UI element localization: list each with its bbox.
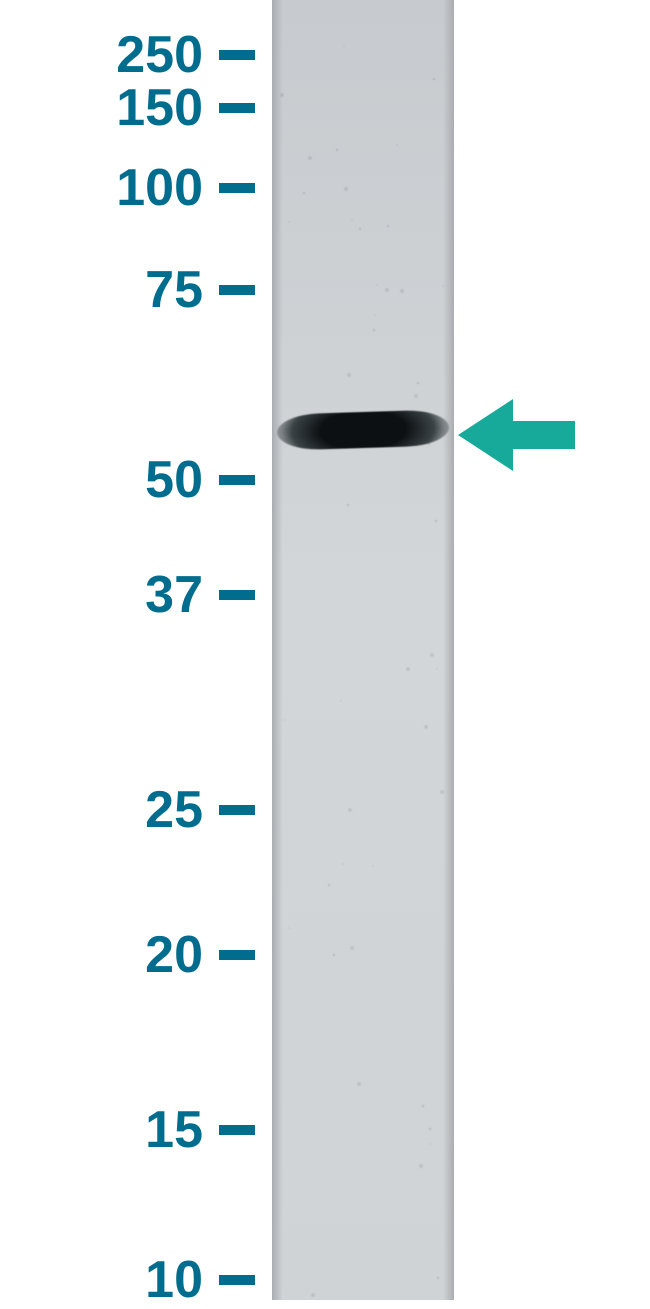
ladder-marker-20: 20 — [145, 929, 255, 981]
western-blot-figure: 25015010075503725201510 — [0, 0, 650, 1300]
ladder-marker-10: 10 — [145, 1254, 255, 1306]
target-arrow — [458, 399, 575, 471]
ladder-marker-75: 75 — [145, 264, 255, 316]
ladder-tick — [219, 1125, 255, 1135]
ladder-tick — [219, 103, 255, 113]
ladder-value: 20 — [145, 929, 203, 981]
ladder-marker-100: 100 — [116, 162, 255, 214]
ladder-tick — [219, 183, 255, 193]
ladder-tick — [219, 475, 255, 485]
ladder-tick — [219, 950, 255, 960]
protein-band — [276, 409, 449, 450]
ladder-value: 10 — [145, 1254, 203, 1306]
ladder-tick — [219, 805, 255, 815]
ladder-marker-50: 50 — [145, 454, 255, 506]
ladder-value: 50 — [145, 454, 203, 506]
ladder-tick — [219, 50, 255, 60]
ladder-value: 37 — [145, 569, 203, 621]
ladder-marker-150: 150 — [116, 82, 255, 134]
ladder-tick — [219, 1275, 255, 1285]
arrow-icon — [458, 399, 575, 471]
ladder-value: 25 — [145, 784, 203, 836]
ladder-marker-15: 15 — [145, 1104, 255, 1156]
ladder-value: 150 — [116, 82, 203, 134]
ladder-value: 15 — [145, 1104, 203, 1156]
ladder-value: 100 — [116, 162, 203, 214]
bands-layer — [272, 0, 454, 1300]
ladder-value: 250 — [116, 29, 203, 81]
ladder-tick — [219, 590, 255, 600]
ladder-marker-250: 250 — [116, 29, 255, 81]
ladder-tick — [219, 285, 255, 295]
ladder-marker-25: 25 — [145, 784, 255, 836]
ladder-marker-37: 37 — [145, 569, 255, 621]
ladder-value: 75 — [145, 264, 203, 316]
